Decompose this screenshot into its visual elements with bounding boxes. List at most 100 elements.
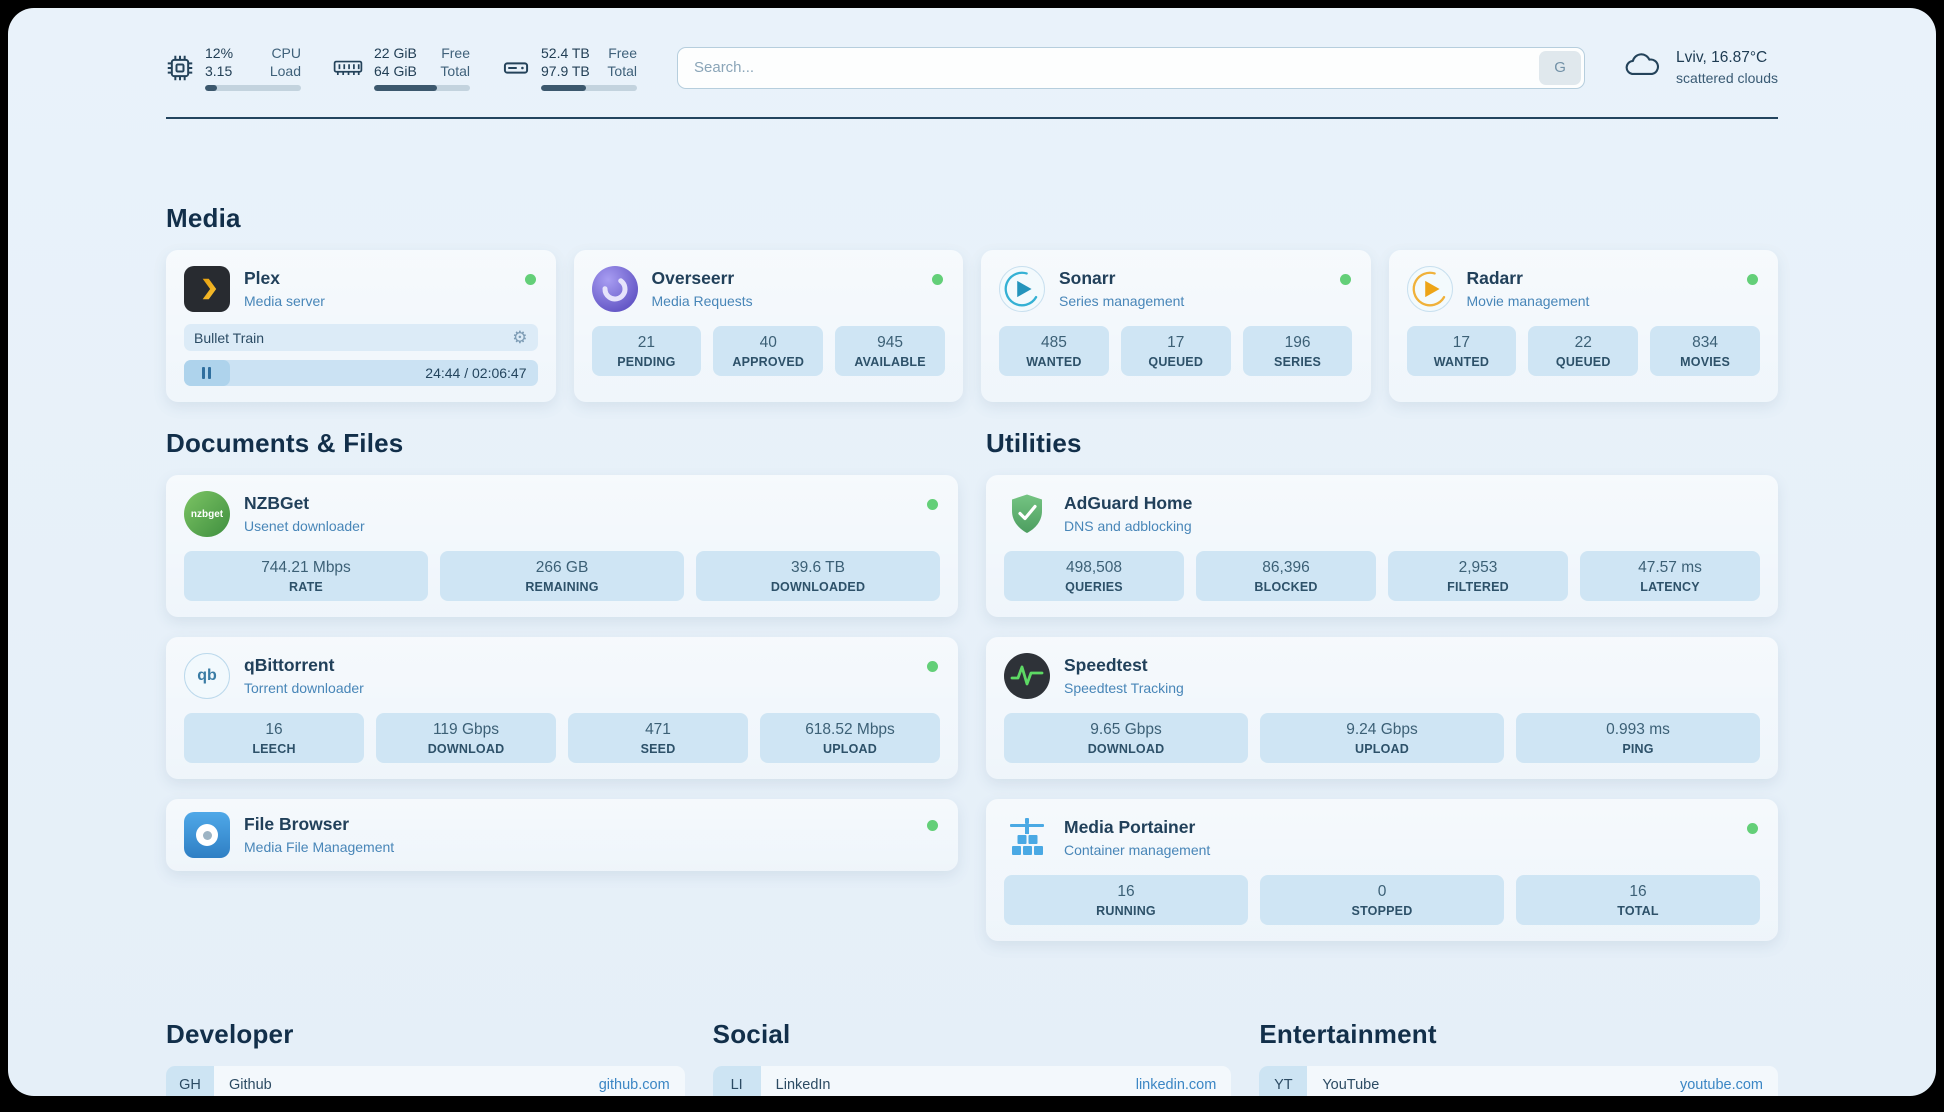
- service-name: Radarr: [1466, 268, 1523, 289]
- service-card-filebrowser[interactable]: File Browser Media File Management: [166, 799, 958, 872]
- stat-box: 498,508 QUERIES: [1004, 551, 1184, 602]
- stat-box: 40 APPROVED: [713, 326, 824, 377]
- service-subtitle: Usenet downloader: [244, 518, 365, 535]
- overseerr-icon: [591, 266, 638, 313]
- disk-widget: 52.4 TB Free 97.9 TB Total: [502, 44, 637, 92]
- stat-box: 47.57 ms LATENCY: [1580, 551, 1760, 602]
- service-name: Plex: [244, 268, 280, 289]
- service-card-speedtest[interactable]: Speedtest Speedtest Tracking 9.65 Gbps D…: [986, 637, 1778, 780]
- service-name: NZBGet: [244, 493, 310, 514]
- stat-box: 618.52 Mbps UPLOAD: [760, 713, 940, 764]
- disk-total-label: Total: [607, 63, 637, 80]
- section-title-utilities: Utilities: [986, 428, 1082, 459]
- stat-box: 16 TOTAL: [1516, 875, 1760, 926]
- bookmark-abbr: YT: [1259, 1066, 1308, 1096]
- filebrowser-icon: [184, 812, 230, 859]
- cpu-load: 3.15: [205, 63, 233, 80]
- service-subtitle: Container management: [1064, 842, 1211, 859]
- qbittorrent-icon: qb: [184, 653, 230, 700]
- portainer-icon: [1004, 815, 1050, 861]
- service-subtitle: Media File Management: [244, 839, 395, 856]
- search-provider-button[interactable]: G: [1539, 50, 1582, 85]
- now-playing-title: Bullet Train: [194, 329, 265, 346]
- service-name: Speedtest: [1064, 655, 1148, 676]
- memory-free-label: Free: [441, 45, 470, 61]
- cpu-usage: 12%: [205, 45, 234, 61]
- service-card-nzbget[interactable]: nzbget NZBGet Usenet downloader 744.21 M…: [166, 475, 958, 618]
- stat-box: 0 STOPPED: [1260, 875, 1504, 926]
- service-name: Overseerr: [651, 268, 735, 289]
- service-subtitle: Media Requests: [651, 293, 753, 310]
- stat-box: 834 MOVIES: [1650, 326, 1760, 377]
- bookmark-url[interactable]: github.com: [598, 1077, 670, 1094]
- status-indicator: [927, 661, 938, 673]
- service-card-sonarr[interactable]: Sonarr Series management 485 WANTED 17 Q…: [981, 250, 1371, 403]
- bookmark-youtube[interactable]: YT YouTube youtube.com: [1259, 1066, 1778, 1096]
- pause-icon[interactable]: [202, 367, 212, 380]
- cpu-load-label: Load: [269, 63, 301, 80]
- status-indicator: [1747, 823, 1758, 835]
- service-subtitle: DNS and adblocking: [1064, 518, 1192, 535]
- gear-icon[interactable]: ⚙: [512, 328, 528, 348]
- service-name: Sonarr: [1059, 268, 1116, 289]
- cpu-icon: [166, 54, 194, 82]
- bookmark-name: LinkedIn: [775, 1077, 831, 1094]
- stat-box: 0.993 ms PING: [1516, 713, 1760, 764]
- system-metrics: 12% CPU 3.15 Load: [166, 44, 637, 92]
- bookmark-url[interactable]: linkedin.com: [1135, 1077, 1217, 1094]
- bookmark-abbr: LI: [712, 1066, 761, 1096]
- section-social: Social LI LinkedIn linkedin.com TW Twitt…: [712, 1019, 1232, 1096]
- now-playing-widget: Bullet Train ⚙ 24:44 / 02:06:47: [184, 324, 538, 387]
- stat-box: 9.65 Gbps DOWNLOAD: [1004, 713, 1248, 764]
- section-entertainment: Entertainment YT YouTube youtube.com NF …: [1259, 1019, 1778, 1096]
- section-title-social: Social: [712, 1019, 791, 1050]
- status-indicator: [927, 499, 938, 511]
- playback-time: 24:44 / 02:06:47: [425, 365, 527, 382]
- section-documents: Documents & Files nzbget NZBGet Usenet d…: [166, 428, 958, 961]
- stat-box: 485 WANTED: [999, 326, 1109, 377]
- service-name: AdGuard Home: [1064, 493, 1193, 514]
- service-card-adguard[interactable]: AdGuard Home DNS and adblocking 498,508 …: [986, 475, 1778, 618]
- section-media: Media Plex Media server: [166, 203, 1778, 403]
- service-card-overseerr[interactable]: Overseerr Media Requests 21 PENDING 40 A…: [573, 250, 963, 403]
- adguard-icon: [1004, 491, 1050, 537]
- stat-box: 22 QUEUED: [1528, 326, 1639, 377]
- service-name: qBittorrent: [244, 655, 335, 676]
- stat-box: 21 PENDING: [591, 326, 702, 377]
- dashboard-root: 12% CPU 3.15 Load: [8, 8, 1936, 1096]
- service-card-qbittorrent[interactable]: qb qBittorrent Torrent downloader 16 LEE…: [166, 637, 958, 780]
- stat-box: 9.24 Gbps UPLOAD: [1260, 713, 1504, 764]
- stat-box: 2,953 FILTERED: [1388, 551, 1568, 602]
- speedtest-icon: [1004, 653, 1050, 700]
- bookmark-linkedin[interactable]: LI LinkedIn linkedin.com: [712, 1066, 1232, 1096]
- service-subtitle: Media server: [244, 293, 325, 310]
- status-indicator: [932, 274, 943, 286]
- stat-box: 945 AVAILABLE: [835, 326, 945, 377]
- section-developer: Developer GH Github github.com SO StackO…: [166, 1019, 685, 1096]
- nzbget-icon: nzbget: [184, 491, 230, 538]
- stat-box: 39.6 TB DOWNLOADED: [696, 551, 940, 602]
- weather-location: Lviv, 16.87°C: [1676, 49, 1768, 67]
- bookmark-url[interactable]: youtube.com: [1679, 1077, 1763, 1094]
- stat-box: 196 SERIES: [1242, 326, 1353, 377]
- service-card-portainer[interactable]: Media Portainer Container management 16 …: [986, 799, 1778, 942]
- playback-progress-bar[interactable]: 24:44 / 02:06:47: [184, 360, 538, 387]
- disk-total: 97.9 TB: [541, 63, 590, 80]
- stat-box: 86,396 BLOCKED: [1196, 551, 1376, 602]
- disk-progress-bar: [541, 85, 637, 92]
- memory-total: 64 GiB: [374, 63, 417, 80]
- topbar-divider: [166, 117, 1778, 120]
- section-utilities: Utilities AdGuard Home: [986, 428, 1778, 961]
- stat-box: 17 WANTED: [1406, 326, 1517, 377]
- weather-widget: Lviv, 16.87°C scattered clouds: [1621, 49, 1778, 86]
- service-card-plex[interactable]: Plex Media server Bullet Train ⚙ 24:44: [166, 250, 556, 403]
- memory-progress-bar: [374, 85, 470, 92]
- section-title-developer: Developer: [166, 1019, 294, 1050]
- bookmark-github[interactable]: GH Github github.com: [166, 1066, 685, 1096]
- service-card-radarr[interactable]: Radarr Movie management 17 WANTED 22 QUE…: [1388, 250, 1778, 403]
- radarr-icon: [1406, 266, 1453, 313]
- section-title-entertainment: Entertainment: [1259, 1019, 1437, 1050]
- disk-icon: [502, 54, 530, 82]
- memory-widget: 22 GiB Free 64 GiB Total: [333, 44, 470, 92]
- search-input[interactable]: [677, 46, 1586, 89]
